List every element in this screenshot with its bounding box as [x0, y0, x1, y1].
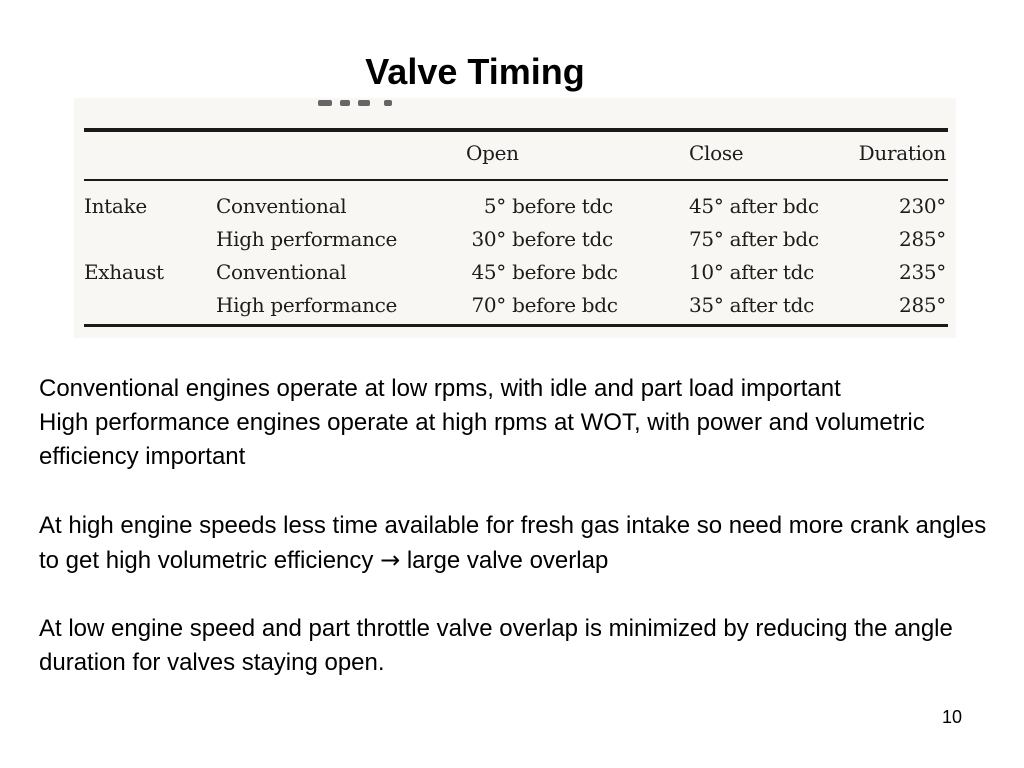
header-close: Close	[689, 141, 744, 165]
row-close: 10° after tdc	[689, 260, 815, 284]
row-open: 30° before tdc	[466, 227, 636, 251]
paragraph-text: At high engine speeds less time availabl…	[39, 512, 987, 574]
row-close: 45° after bdc	[689, 194, 819, 218]
header-duration: Duration	[858, 141, 947, 165]
row-type: High performance	[216, 293, 398, 317]
valve-timing-table	[74, 98, 956, 338]
open-angle: 70°	[471, 293, 506, 317]
paragraph-high-speed: At high engine speeds less time availabl…	[39, 509, 1009, 578]
slide-title: Valve Timing	[365, 51, 585, 92]
right-arrow-icon: →	[380, 546, 401, 574]
row-type: Conventional	[216, 194, 347, 218]
row-close: 75° after bdc	[689, 227, 819, 251]
table-bottom-rule	[84, 324, 948, 327]
paragraph-line: Conventional engines operate at low rpms…	[39, 375, 841, 402]
row-valve-intake: Intake	[84, 194, 147, 218]
row-duration: 235°	[899, 260, 946, 284]
row-duration: 285°	[899, 293, 946, 317]
paragraph-low-speed: At low engine speed and part throttle va…	[39, 615, 953, 676]
table-top-rule	[84, 128, 948, 132]
paragraph-engine-types: Conventional engines operate at low rpms…	[39, 372, 1009, 474]
open-angle: 5°	[483, 194, 506, 218]
scan-cutoff-marks	[318, 100, 398, 108]
open-angle: 45°	[471, 260, 506, 284]
paragraph-line: High performance engines operate at high…	[39, 409, 925, 470]
table-header-rule	[84, 179, 948, 181]
paragraph-text: large valve overlap	[400, 547, 609, 574]
open-reference: before bdc	[512, 260, 618, 284]
row-duration: 285°	[899, 227, 946, 251]
row-type: High performance	[216, 227, 398, 251]
page-number: 10	[941, 707, 962, 727]
row-duration: 230°	[899, 194, 946, 218]
open-reference: before bdc	[512, 293, 618, 317]
row-close: 35° after tdc	[689, 293, 815, 317]
row-type: Conventional	[216, 260, 347, 284]
row-open: 45° before bdc	[466, 260, 636, 284]
row-valve-exhaust: Exhaust	[84, 260, 164, 284]
open-angle: 30°	[471, 227, 506, 251]
row-open: 5° before tdc	[466, 194, 636, 218]
open-reference: before tdc	[512, 194, 613, 218]
row-open: 70° before bdc	[466, 293, 636, 317]
header-open: Open	[466, 141, 519, 165]
open-reference: before tdc	[512, 227, 613, 251]
